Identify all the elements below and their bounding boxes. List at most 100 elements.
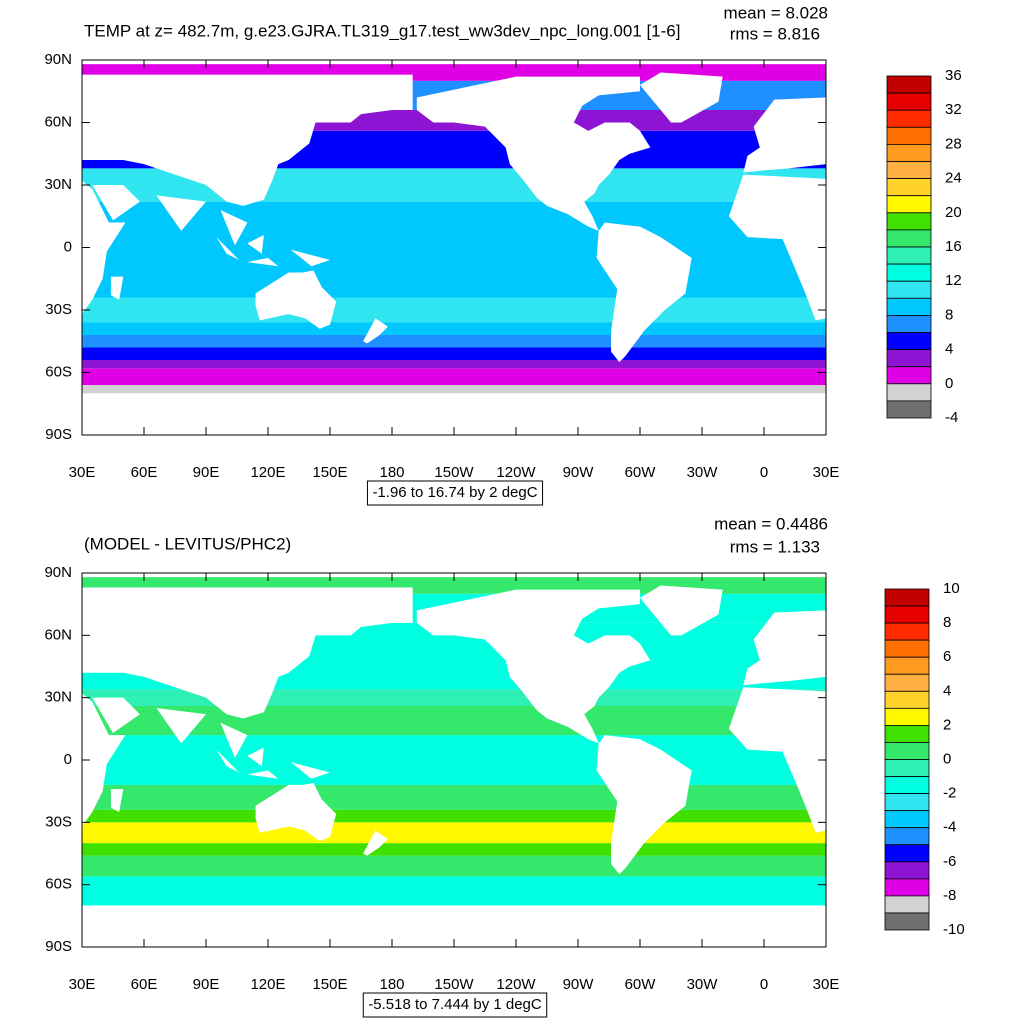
rms-label: rms = 8.816 — [730, 24, 820, 43]
lat-label: 0 — [64, 238, 72, 255]
field-band — [82, 855, 826, 877]
lat-label: 60S — [45, 363, 72, 380]
range-note-box — [362, 992, 548, 1018]
lon-label: 30E — [813, 976, 840, 993]
colorbar-box — [886, 366, 932, 385]
colorbar-box — [886, 332, 932, 351]
lon-label: 150W — [434, 976, 474, 993]
colorbar-box — [884, 844, 930, 863]
colorbar-label: 32 — [945, 101, 962, 118]
land — [216, 237, 240, 260]
lat-label: 30N — [44, 176, 72, 193]
colorbar-label: 2 — [943, 716, 951, 733]
lon-label: 150E — [312, 976, 347, 993]
colorbar-label: 28 — [945, 135, 962, 152]
lon-label: 120W — [496, 976, 536, 993]
lat-label: 90N — [44, 564, 72, 581]
lat-label: 60S — [45, 876, 72, 893]
field-band — [82, 876, 826, 910]
field-band — [82, 822, 826, 844]
land — [596, 222, 692, 363]
land — [220, 210, 248, 246]
lon-label: 90W — [563, 976, 595, 993]
land — [82, 587, 413, 719]
land — [728, 174, 826, 321]
colorbar-label: 4 — [943, 682, 951, 699]
colorbar-label: -4 — [943, 819, 956, 836]
colorbar-label: -10 — [943, 921, 965, 938]
colorbar-box — [886, 161, 932, 180]
land — [82, 693, 126, 827]
land — [92, 185, 140, 221]
colorbar-label: 8 — [943, 614, 951, 631]
mean-label: mean = 0.4486 — [714, 514, 828, 533]
colorbar-box — [886, 109, 932, 128]
colorbar-box — [884, 827, 930, 846]
colorbar-label: 0 — [943, 750, 951, 767]
lon-label: 30E — [69, 464, 96, 481]
colorbar-box — [884, 707, 930, 726]
range-note: -5.518 to 7.444 by 1 degC — [368, 996, 542, 1013]
land — [290, 249, 330, 267]
land — [110, 789, 124, 812]
lon-label: 30E — [813, 464, 840, 481]
lon-label: 90E — [193, 464, 220, 481]
colorbar-box — [886, 400, 932, 419]
lon-label: 120E — [250, 976, 285, 993]
lon-label: 60W — [625, 976, 657, 993]
colorbar-box — [884, 878, 930, 897]
lon-label: 180 — [379, 464, 404, 481]
field-band — [82, 809, 826, 823]
colorbar-box — [884, 673, 930, 692]
lon-label: 60E — [131, 976, 158, 993]
land — [728, 687, 826, 833]
colorbar-label: 10 — [943, 580, 960, 597]
land — [416, 76, 651, 231]
colorbar-box — [884, 776, 930, 794]
field-band — [82, 784, 826, 810]
field-band — [82, 843, 826, 856]
colorbar-label: -4 — [945, 409, 958, 426]
colorbar-label: 6 — [943, 648, 951, 665]
field-band — [82, 368, 826, 385]
colorbar-label: 16 — [945, 238, 962, 255]
colorbar-box — [886, 92, 932, 111]
land — [640, 72, 723, 123]
range-note-box — [366, 480, 544, 506]
land — [640, 585, 723, 636]
colorbar-label: 20 — [945, 204, 962, 221]
lat-label: 30S — [45, 813, 72, 830]
colorbar-box — [886, 178, 932, 197]
colorbar-label: -2 — [943, 785, 956, 802]
lon-label: 0 — [760, 976, 768, 993]
land — [92, 697, 140, 733]
lon-label: 120E — [250, 464, 285, 481]
mean-label: mean = 8.028 — [724, 3, 828, 22]
field-band — [82, 335, 826, 348]
land — [596, 735, 692, 875]
lon-label: 30E — [69, 976, 96, 993]
field-band — [82, 705, 826, 736]
panel-title: (MODEL - LEVITUS/PHC2) — [84, 534, 291, 553]
lon-label: 150W — [434, 464, 474, 481]
colorbar-box — [884, 742, 930, 760]
land — [220, 722, 248, 758]
colorbar-label: 0 — [945, 375, 953, 392]
land — [110, 276, 124, 300]
lat-label: 30S — [45, 301, 72, 318]
colorbar-box — [884, 622, 930, 641]
lat-label: 90S — [45, 938, 72, 955]
colorbar-box — [886, 195, 932, 214]
land — [743, 610, 826, 686]
colorbar-box — [886, 212, 932, 231]
land — [247, 747, 264, 767]
colorbar-box — [886, 229, 932, 248]
field-band — [82, 322, 826, 335]
field-band — [82, 297, 826, 323]
colorbar-label: 4 — [945, 341, 953, 358]
land — [82, 180, 126, 315]
colorbar-box — [886, 280, 932, 299]
lat-label: 0 — [64, 751, 72, 768]
land — [255, 782, 337, 842]
land — [156, 195, 206, 231]
